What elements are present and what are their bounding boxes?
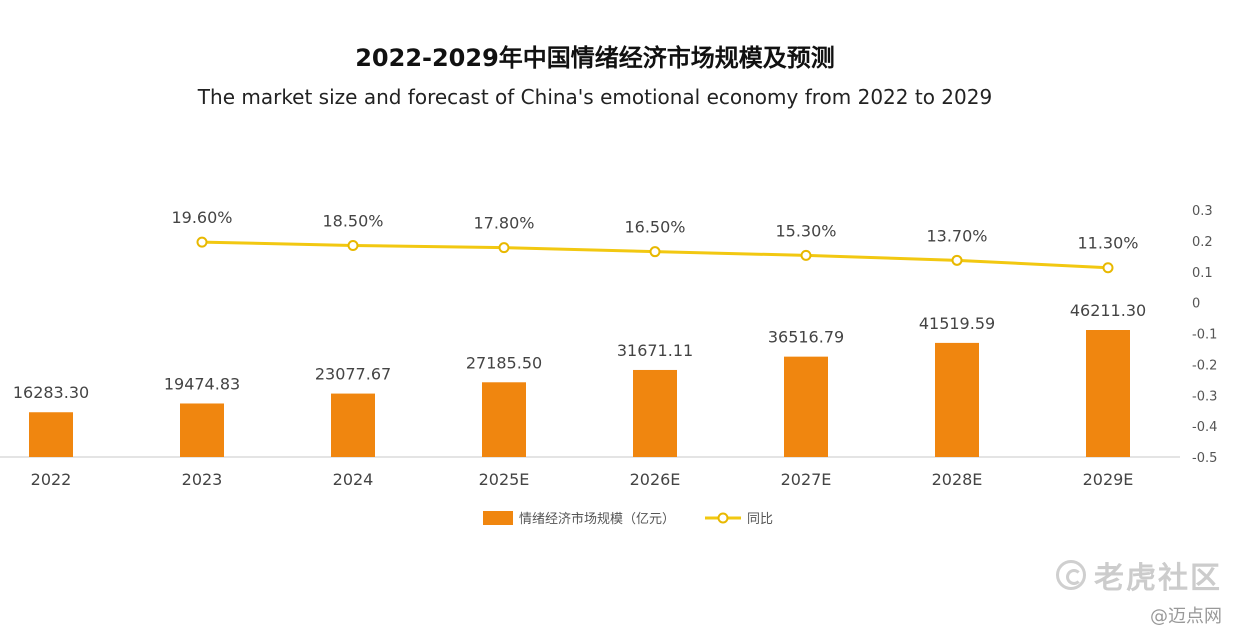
bar <box>29 412 73 457</box>
line-value-label: 11.30% <box>1077 234 1138 253</box>
line-point <box>196 236 208 248</box>
legend-bar-swatch <box>483 511 513 525</box>
bar <box>482 382 526 457</box>
chart-subtitle: The market size and forecast of China's … <box>197 85 993 109</box>
x-tick-label: 2027E <box>781 470 832 489</box>
y2-tick-label: 0 <box>1192 297 1200 312</box>
line-value-label: 15.30% <box>775 221 836 240</box>
bar-value-label: 36516.79 <box>768 328 844 347</box>
tiger-logo-icon <box>1056 560 1086 590</box>
x-tick-label: 2025E <box>479 470 530 489</box>
line-point <box>649 246 661 258</box>
line-value-label: 16.50% <box>624 218 685 237</box>
y2-tick-label: -0.2 <box>1192 358 1217 373</box>
x-tick-label: 2023 <box>182 470 223 489</box>
y2-tick-label: 0.1 <box>1192 266 1213 281</box>
legend-line-label: 同比 <box>747 512 773 527</box>
legend-line-marker <box>717 512 729 524</box>
line-point <box>1102 262 1114 274</box>
line-value-label: 18.50% <box>322 212 383 231</box>
bar-value-label: 31671.11 <box>617 341 693 360</box>
y2-tick-label: 0.3 <box>1192 204 1213 219</box>
x-tick-label: 2026E <box>630 470 681 489</box>
bar-value-label: 23077.67 <box>315 365 391 384</box>
line-point <box>951 254 963 266</box>
watermark-credit: @迈点网 <box>1150 606 1222 627</box>
line-point <box>498 242 510 254</box>
bar <box>331 393 375 457</box>
y2-tick-label: 0.2 <box>1192 235 1213 250</box>
bar-value-label: 19474.83 <box>164 374 240 393</box>
y2-tick-label: -0.3 <box>1192 389 1217 404</box>
y2-tick-label: -0.1 <box>1192 328 1217 343</box>
x-tick-label: 2028E <box>932 470 983 489</box>
watermark-brand: 老虎社区 <box>1094 561 1222 596</box>
x-tick-label: 2029E <box>1083 470 1134 489</box>
watermark: 老虎社区 <box>1056 553 1222 597</box>
bar-value-label: 16283.30 <box>13 383 89 402</box>
line-value-label: 17.80% <box>473 214 534 233</box>
line-value-label: 19.60% <box>171 208 232 227</box>
bar <box>633 369 677 457</box>
y2-tick-label: -0.5 <box>1192 451 1217 466</box>
bar <box>180 403 224 457</box>
bar <box>784 356 828 457</box>
legend-bar-label: 情绪经济市场规模（亿元） <box>519 511 675 527</box>
x-tick-label: 2024 <box>333 470 374 489</box>
line-point <box>800 249 812 261</box>
line-point <box>347 240 359 252</box>
bar-value-label: 27185.50 <box>466 353 542 372</box>
y2-tick-label: -0.4 <box>1192 420 1217 435</box>
bar <box>1086 330 1130 457</box>
bar-value-label: 41519.59 <box>919 314 995 333</box>
chart-title: 2022-2029年中国情绪经济市场规模及预测 <box>355 44 835 72</box>
bar-value-label: 46211.30 <box>1070 301 1146 320</box>
line-value-label: 13.70% <box>926 226 987 245</box>
bar <box>935 342 979 457</box>
x-tick-label: 2022 <box>31 470 72 489</box>
